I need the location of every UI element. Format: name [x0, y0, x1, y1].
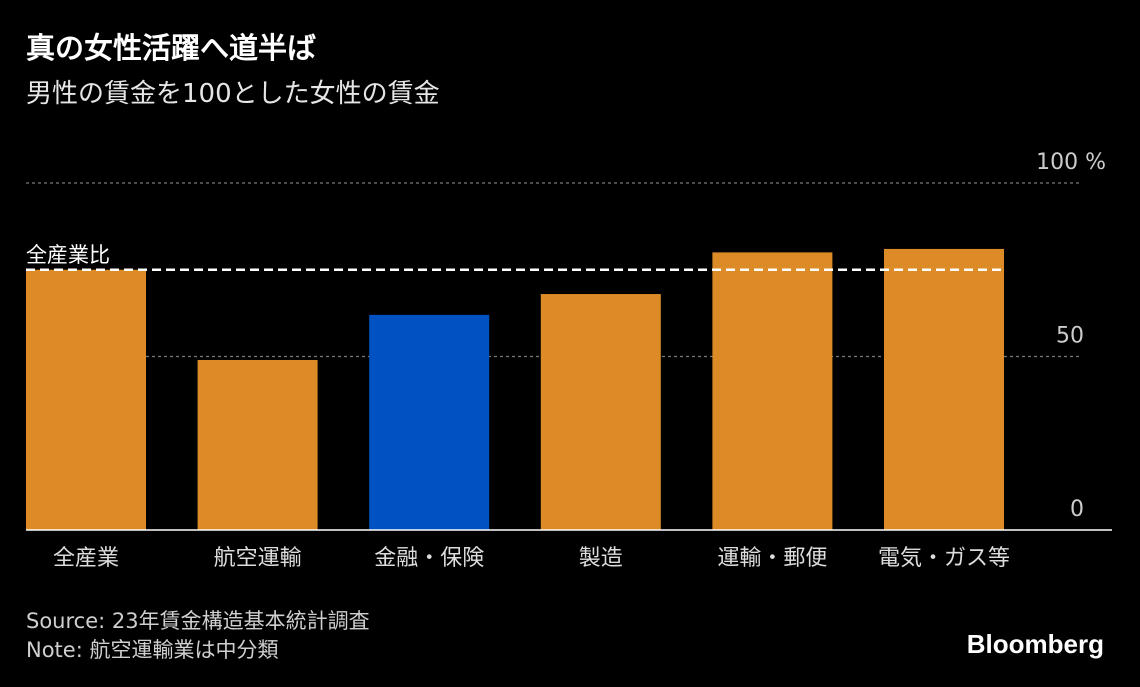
bars [26, 248, 1004, 530]
bar-3 [540, 294, 661, 530]
category-label: 金融・保険 [374, 546, 484, 571]
bar-2 [369, 314, 490, 530]
y-tick-label: 0 [1070, 497, 1084, 522]
bloomberg-logo: Bloomberg [966, 629, 1104, 659]
bar-0 [26, 269, 146, 530]
chart-subtitle: 男性の賃金を100とした女性の賃金 [26, 79, 440, 109]
category-label: 全産業 [53, 546, 119, 571]
category-label: 運輸・郵便 [717, 546, 827, 571]
category-label: 航空運輸 [214, 546, 302, 571]
bar-1 [197, 359, 318, 530]
source-note: Source: 23年賃金構造基本統計調査 [26, 609, 370, 633]
chart-title: 真の女性活躍へ道半ば [26, 31, 317, 65]
category-label: 電気・ガス等 [878, 546, 1010, 571]
category-labels: 全産業 航空運輸 金融・保険 製造 運輸・郵便 電気・ガス等 [53, 546, 1010, 571]
bar-chart: 全産業比 全産業 航空運輸 金融・保険 製造 運輸・郵便 電気・ガス等 0 50 100 % [26, 150, 1112, 571]
bar-5 [884, 248, 1004, 530]
y-tick-label: 50 [1056, 324, 1084, 349]
footnote: Note: 航空運輸業は中分類 [26, 638, 279, 662]
bar-4 [712, 252, 833, 530]
y-tick-label: 100 % [1036, 150, 1106, 175]
category-label: 製造 [579, 546, 623, 571]
reference-line-group: 全産業比 [26, 243, 1004, 271]
reference-line-label: 全産業比 [26, 243, 110, 267]
y-tick-labels: 0 50 100 % [1036, 150, 1106, 522]
